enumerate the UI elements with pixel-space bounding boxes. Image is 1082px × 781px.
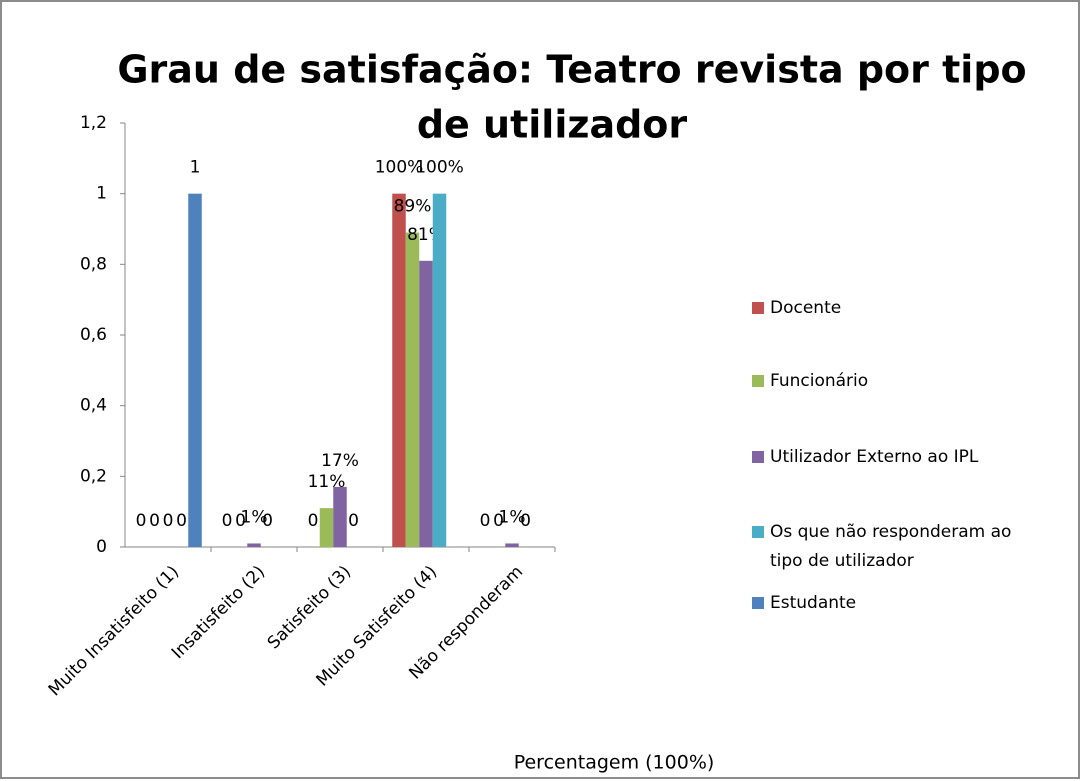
data-label: 0 bbox=[149, 511, 160, 531]
legend-swatch bbox=[752, 375, 764, 387]
data-label: 0 bbox=[308, 511, 319, 531]
bar bbox=[333, 486, 347, 547]
data-label: 0 bbox=[520, 511, 531, 531]
bar bbox=[392, 193, 406, 547]
bar bbox=[419, 260, 433, 547]
legend-label: Utilizador Externo ao IPL bbox=[770, 447, 979, 467]
legend-label: Os que não responderam ao bbox=[770, 522, 1011, 542]
y-tick-label: 1,2 bbox=[80, 113, 107, 133]
data-label: 0 bbox=[176, 511, 187, 531]
data-label: 0 bbox=[480, 511, 491, 531]
bar bbox=[188, 193, 202, 547]
data-label: 1% bbox=[499, 507, 526, 527]
data-label: 17% bbox=[321, 451, 359, 471]
legend-label: Estudante bbox=[770, 593, 856, 613]
data-label: 1 bbox=[190, 158, 201, 178]
data-label: 0 bbox=[348, 511, 359, 531]
legend-swatch bbox=[752, 526, 764, 538]
data-label: 0 bbox=[163, 511, 174, 531]
chart-title: Grau de satisfação: Teatro revista por t… bbox=[117, 48, 1026, 92]
legend-swatch bbox=[752, 451, 764, 463]
y-tick-label: 1 bbox=[96, 184, 107, 204]
chart-title: de utilizador bbox=[417, 103, 688, 147]
bar bbox=[405, 232, 420, 548]
y-tick-label: 0,2 bbox=[80, 466, 107, 486]
y-tick-label: 0,4 bbox=[80, 396, 107, 416]
legend-swatch bbox=[752, 597, 764, 609]
bar bbox=[432, 193, 447, 547]
data-label: 0 bbox=[222, 511, 233, 531]
data-label: 89% bbox=[394, 197, 432, 217]
bar bbox=[247, 543, 261, 547]
data-label: 0 bbox=[262, 511, 273, 531]
y-tick-label: 0,8 bbox=[80, 254, 107, 274]
data-label: 0 bbox=[235, 511, 246, 531]
data-label: 0 bbox=[493, 511, 504, 531]
data-label: 100% bbox=[375, 158, 424, 178]
data-label: 0 bbox=[136, 511, 147, 531]
legend-label: Funcionário bbox=[770, 371, 868, 391]
y-tick-label: 0 bbox=[96, 537, 107, 557]
legend-swatch bbox=[752, 302, 764, 314]
bar bbox=[505, 543, 519, 547]
y-tick-label: 0,6 bbox=[80, 325, 107, 345]
data-label: 100% bbox=[415, 158, 464, 178]
data-label: 1% bbox=[241, 507, 268, 527]
x-axis-title: Percentagem (100%) bbox=[514, 752, 715, 774]
legend-label: tipo de utilizador bbox=[770, 551, 914, 571]
bar bbox=[319, 508, 334, 547]
legend-label: Docente bbox=[770, 298, 841, 318]
